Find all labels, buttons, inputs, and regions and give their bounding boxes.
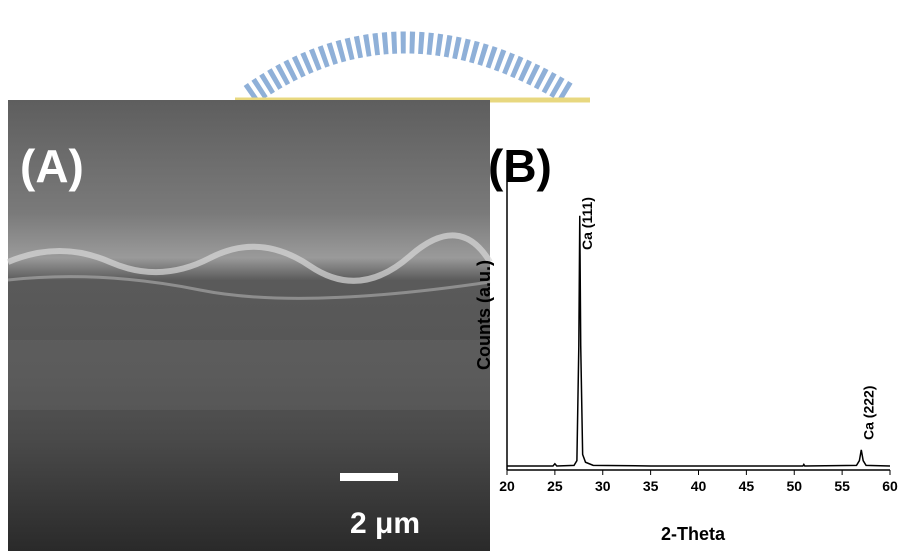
x-tick-label: 30 [595,478,611,494]
peak-annotation: Ca (111) [579,197,595,250]
scale-bar [340,473,398,481]
x-tick-label: 40 [691,478,707,494]
peak-annotation: Ca (222) [860,386,876,440]
x-tick-label: 25 [547,478,563,494]
scale-bar-label: 2 μm [350,507,420,540]
panel-label: (A) [20,140,84,192]
panel-label: (B) [488,140,552,192]
x-axis-label: 2-Theta [661,524,726,544]
x-tick-label: 55 [834,478,850,494]
x-tick-label: 60 [882,478,898,494]
sem-image: (A) 2 μm [8,100,490,551]
figure: (A) 2 μm (B) 2-Theta Counts (a.u.) 20 25 3… [0,0,904,551]
y-axis-label: Counts (a.u.) [474,260,494,370]
watermark-logo [235,43,590,101]
x-tick-label: 50 [786,478,802,494]
x-tick-label: 20 [499,478,515,494]
x-tick-label: 45 [739,478,755,494]
xrd-chart: (B) 2-Theta Counts (a.u.) 20 25 30 35 40 45 50… [474,140,898,544]
x-tick-label: 35 [643,478,659,494]
xrd-pattern [507,216,890,466]
